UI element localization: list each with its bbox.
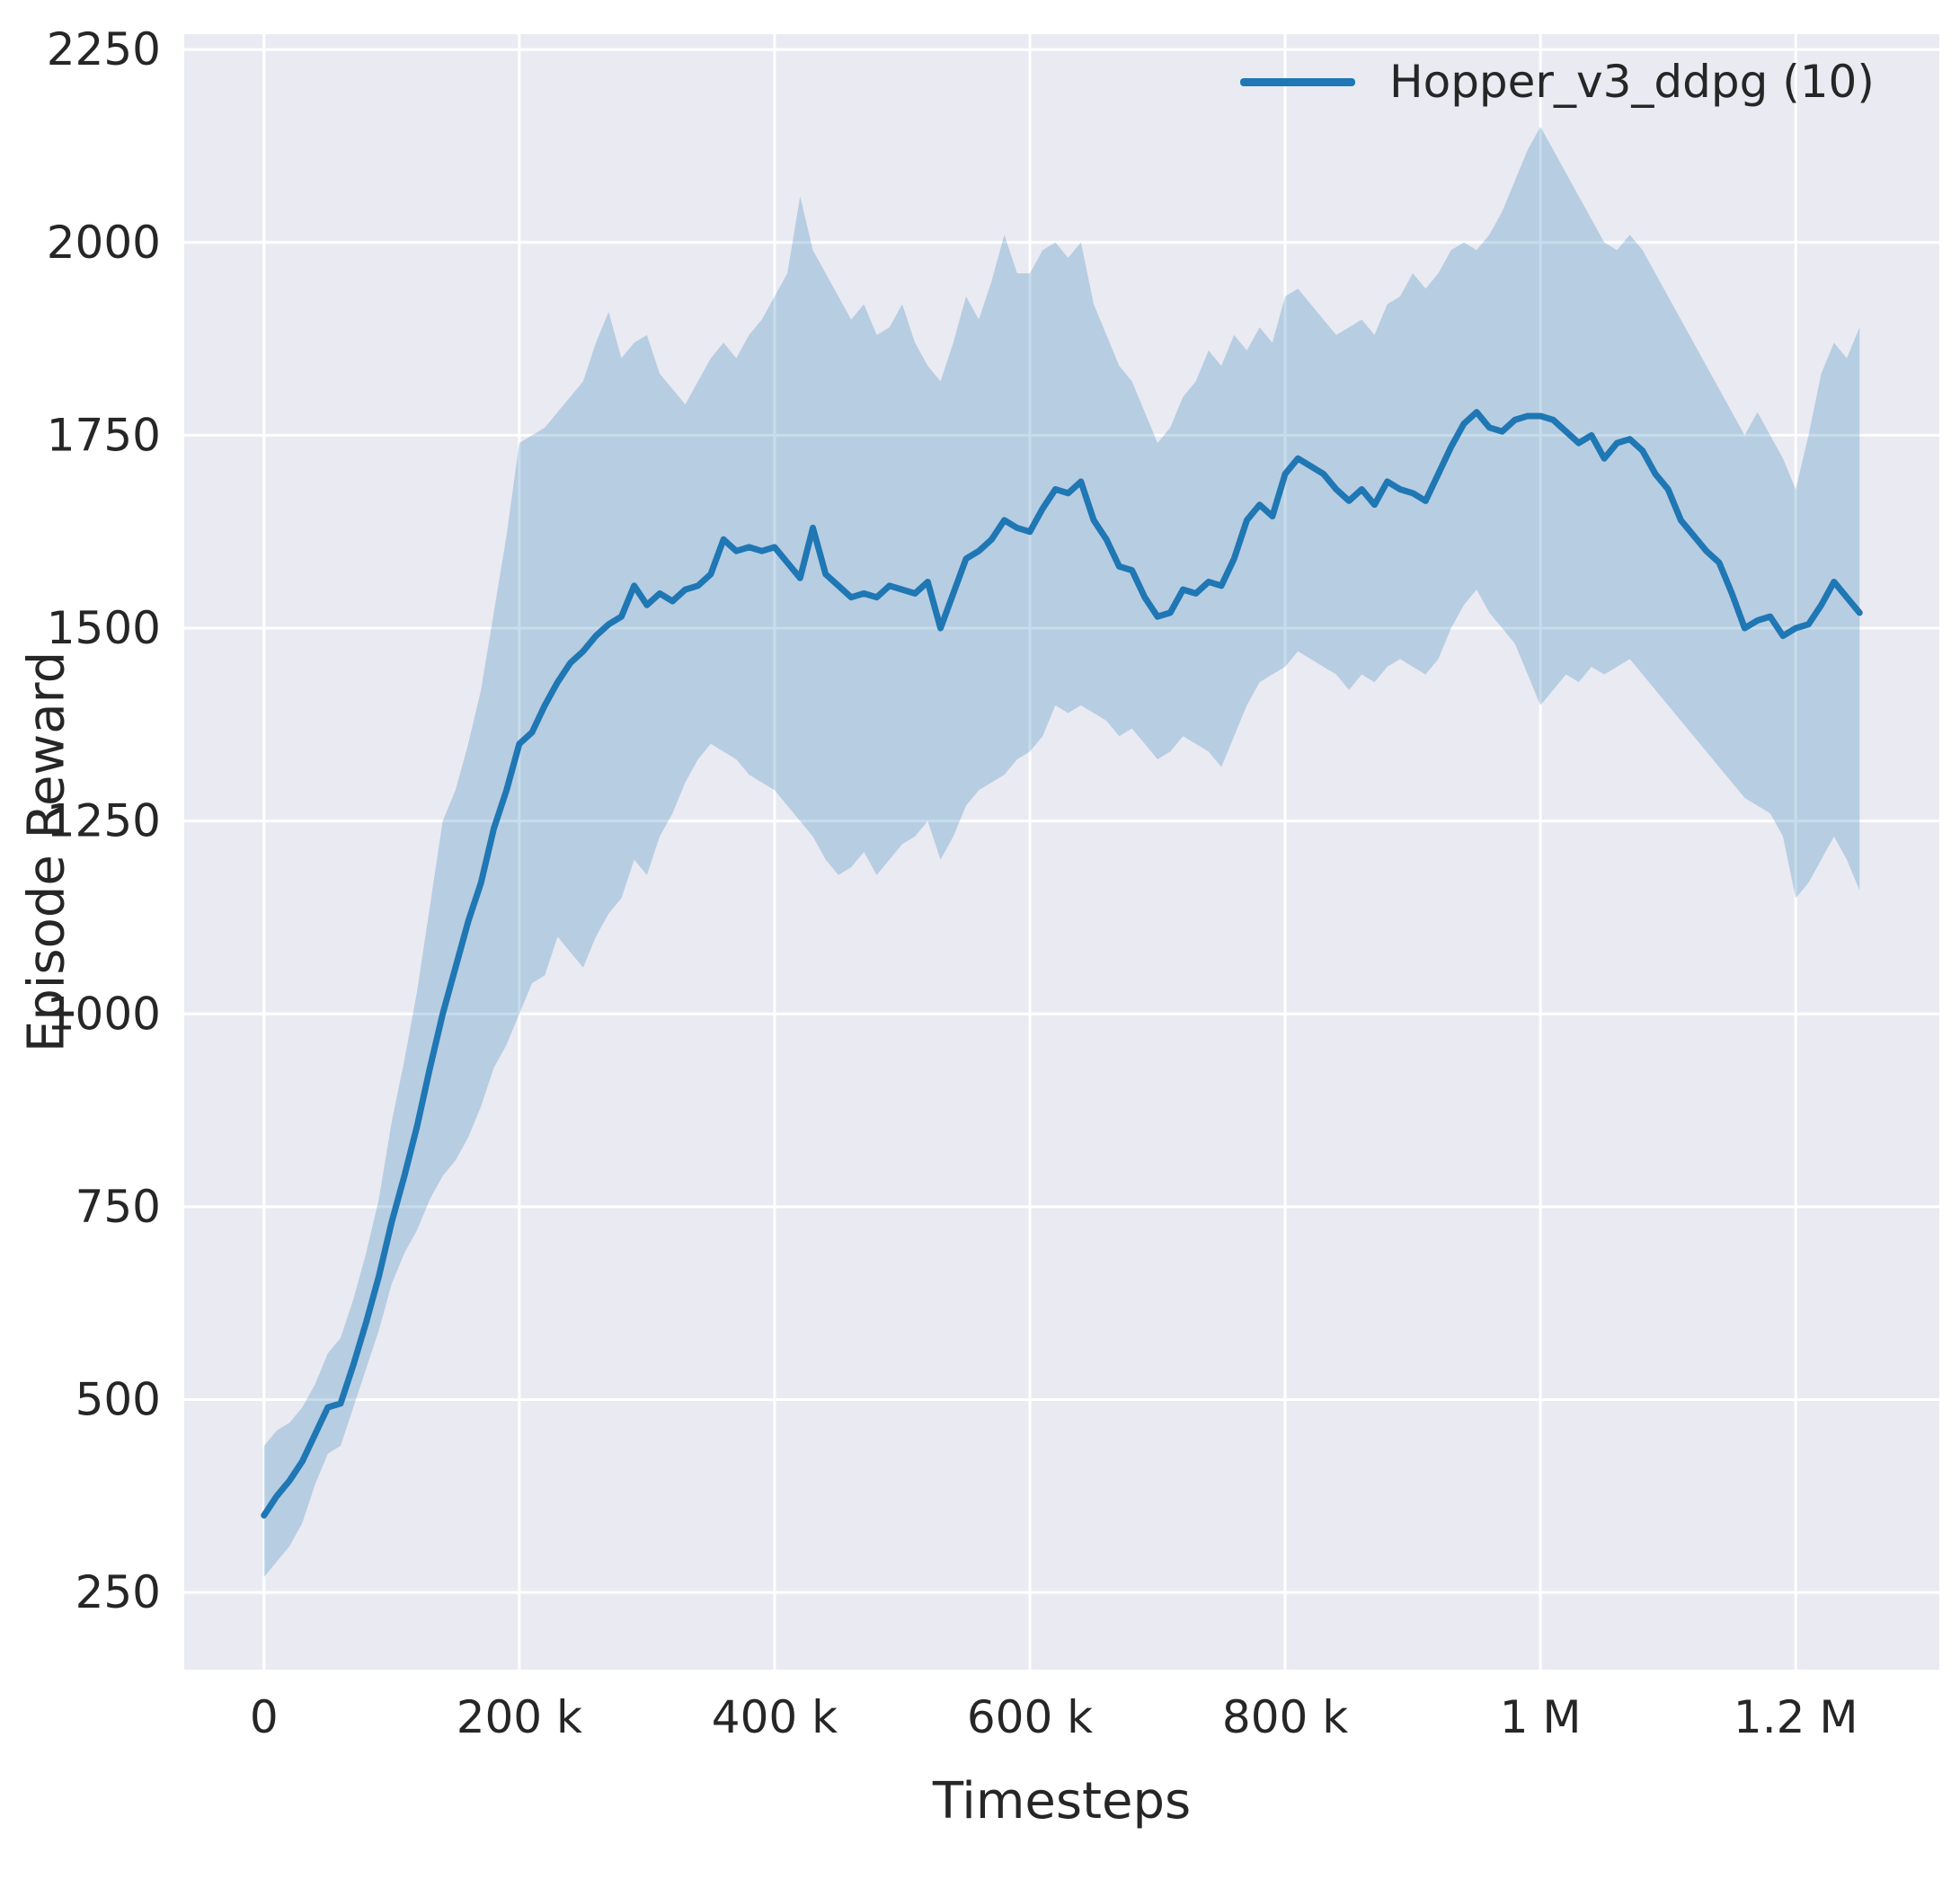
x-tick-label: 400 k (712, 1691, 838, 1743)
y-tick-label: 750 (75, 1181, 161, 1233)
x-axis-label: Timesteps (932, 1772, 1192, 1831)
x-tick-label: 1.2 M (1734, 1691, 1858, 1743)
y-tick-label: 500 (75, 1374, 161, 1426)
y-axis-label: Episode Reward (17, 651, 76, 1053)
mean-reward-line (261, 409, 1863, 1519)
y-tick-label: 1500 (47, 602, 161, 654)
y-tick-label: 2250 (47, 23, 161, 75)
x-tick-label: 600 k (967, 1691, 1093, 1743)
y-tick-label: 1750 (47, 409, 161, 461)
confidence-band (263, 127, 1860, 1577)
x-tick-label: 0 (250, 1691, 279, 1743)
y-tick-label: 250 (75, 1566, 161, 1618)
x-tick-label: 1 M (1500, 1691, 1582, 1743)
y-tick-label: 2000 (47, 217, 161, 269)
legend: Hopper_v3_ddpg (10) (1240, 56, 1875, 108)
x-tick-label: 200 k (457, 1691, 582, 1743)
plot-area (184, 34, 1939, 1670)
y-tick-label: 1000 (47, 988, 161, 1040)
legend-label: Hopper_v3_ddpg (10) (1389, 56, 1875, 108)
legend-line-sample (1240, 77, 1355, 86)
y-tick-label: 1250 (47, 795, 161, 847)
x-tick-label: 800 k (1222, 1691, 1348, 1743)
